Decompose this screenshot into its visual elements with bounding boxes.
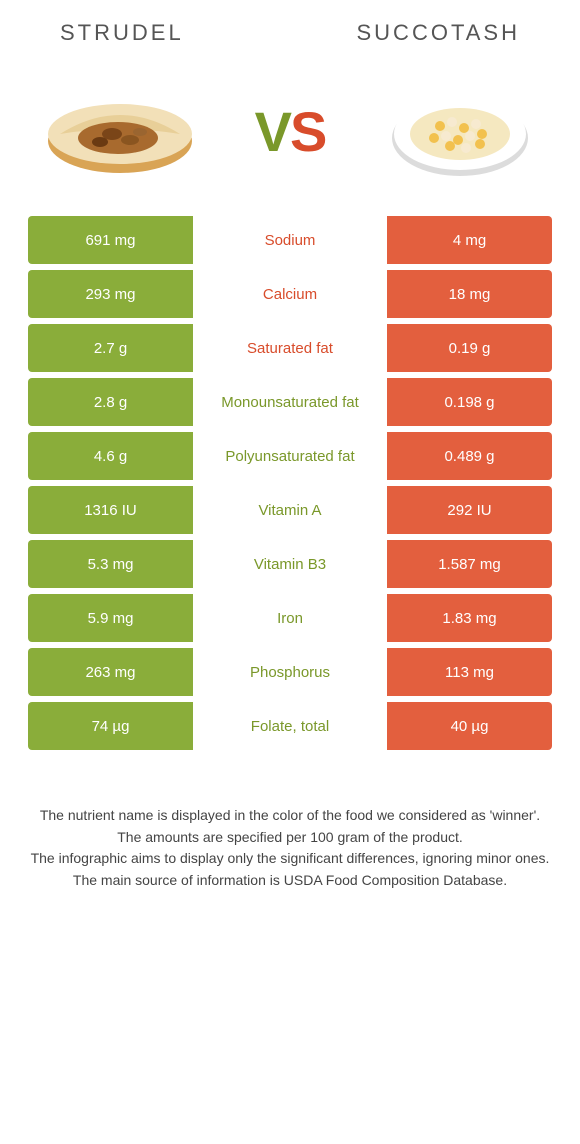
- value-right: 292 IU: [387, 486, 552, 534]
- table-row: 293 mgCalcium18 mg: [28, 270, 552, 318]
- value-right: 4 mg: [387, 216, 552, 264]
- title-right: Succotash: [357, 20, 521, 46]
- table-row: 263 mgPhosphorus113 mg: [28, 648, 552, 696]
- footer-line: The amounts are specified per 100 gram o…: [30, 828, 550, 848]
- table-row: 2.8 gMonounsaturated fat0.198 g: [28, 378, 552, 426]
- nutrient-label: Vitamin A: [193, 486, 387, 534]
- nutrient-label: Calcium: [193, 270, 387, 318]
- value-left: 263 mg: [28, 648, 193, 696]
- value-left: 74 µg: [28, 702, 193, 750]
- value-right: 1.587 mg: [387, 540, 552, 588]
- nutrient-label: Iron: [193, 594, 387, 642]
- value-left: 1316 IU: [28, 486, 193, 534]
- nutrient-label: Sodium: [193, 216, 387, 264]
- value-left: 4.6 g: [28, 432, 193, 480]
- value-left: 2.8 g: [28, 378, 193, 426]
- table-row: 2.7 gSaturated fat0.19 g: [28, 324, 552, 372]
- nutrient-label: Folate, total: [193, 702, 387, 750]
- footer-line: The main source of information is USDA F…: [30, 871, 550, 891]
- title-left: Strudel: [60, 20, 184, 46]
- table-row: 5.9 mgIron1.83 mg: [28, 594, 552, 642]
- value-right: 113 mg: [387, 648, 552, 696]
- value-left: 5.9 mg: [28, 594, 193, 642]
- value-right: 40 µg: [387, 702, 552, 750]
- table-row: 4.6 gPolyunsaturated fat0.489 g: [28, 432, 552, 480]
- table-row: 1316 IUVitamin A292 IU: [28, 486, 552, 534]
- value-left: 293 mg: [28, 270, 193, 318]
- footer-notes: The nutrient name is displayed in the co…: [0, 756, 580, 890]
- nutrient-label: Phosphorus: [193, 648, 387, 696]
- comparison-table: 691 mgSodium4 mg293 mgCalcium18 mg2.7 gS…: [0, 216, 580, 750]
- vs-s: S: [290, 100, 325, 163]
- table-row: 5.3 mgVitamin B31.587 mg: [28, 540, 552, 588]
- value-right: 0.19 g: [387, 324, 552, 372]
- nutrient-label: Saturated fat: [193, 324, 387, 372]
- nutrient-label: Polyunsaturated fat: [193, 432, 387, 480]
- value-right: 1.83 mg: [387, 594, 552, 642]
- value-right: 18 mg: [387, 270, 552, 318]
- hero: VS: [0, 56, 580, 216]
- header: Strudel Succotash: [0, 0, 580, 56]
- value-left: 5.3 mg: [28, 540, 193, 588]
- footer-line: The nutrient name is displayed in the co…: [30, 806, 550, 826]
- table-row: 74 µgFolate, total40 µg: [28, 702, 552, 750]
- vs-label: VS: [255, 99, 326, 164]
- nutrient-label: Vitamin B3: [193, 540, 387, 588]
- value-right: 0.198 g: [387, 378, 552, 426]
- strudel-image: [40, 76, 200, 186]
- vs-v: V: [255, 100, 290, 163]
- nutrient-label: Monounsaturated fat: [193, 378, 387, 426]
- succotash-image: [380, 76, 540, 186]
- footer-line: The infographic aims to display only the…: [30, 849, 550, 869]
- value-right: 0.489 g: [387, 432, 552, 480]
- value-left: 691 mg: [28, 216, 193, 264]
- value-left: 2.7 g: [28, 324, 193, 372]
- table-row: 691 mgSodium4 mg: [28, 216, 552, 264]
